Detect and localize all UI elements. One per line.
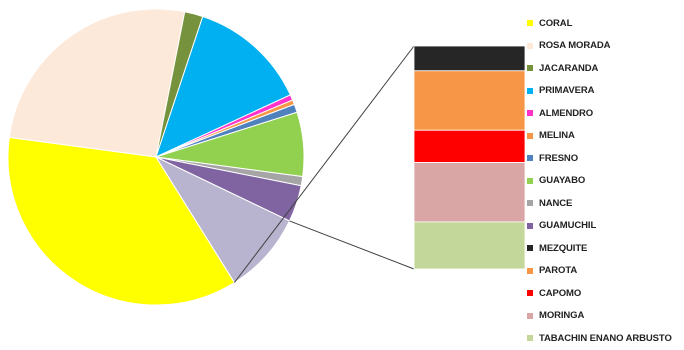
legend-label: ROSA MORADA bbox=[539, 40, 611, 52]
legend-label: MORINGA bbox=[539, 310, 585, 322]
bar-segment-moringa bbox=[413, 162, 526, 223]
legend-label: TABACHIN ENANO ARBUSTO bbox=[539, 332, 672, 344]
legend-swatch bbox=[527, 132, 533, 139]
pie bbox=[7, 8, 305, 306]
legend-item-nance: NANCE bbox=[527, 192, 684, 215]
legend-label: GUAYABO bbox=[539, 175, 586, 187]
legend-swatch bbox=[527, 312, 533, 319]
legend-item-capomo: CAPOMO bbox=[527, 282, 684, 305]
legend: CORAL ROSA MORADA JACARANDA PRIMAVERA ALMEND… bbox=[527, 12, 684, 350]
legend-swatch bbox=[527, 42, 533, 49]
legend-item-parota: PAROTA bbox=[527, 260, 684, 283]
pie-slice-primavera bbox=[155, 15, 292, 158]
pie-slice-rosa-morada bbox=[8, 8, 186, 158]
legend-swatch bbox=[527, 20, 533, 27]
legend-swatch bbox=[527, 65, 533, 72]
legend-item-coral: CORAL bbox=[527, 12, 684, 35]
bar-segment-tabachin-enano-arbusto bbox=[413, 221, 526, 270]
connector-line-bottom bbox=[289, 220, 415, 270]
legend-item-fresno: FRESNO bbox=[527, 147, 684, 170]
legend-label: CAPOMO bbox=[539, 287, 582, 299]
legend-label: PRIMAVERA bbox=[539, 85, 595, 97]
bar-segment-parota bbox=[413, 70, 526, 131]
legend-label: JACARANDA bbox=[539, 62, 599, 74]
legend-label: PAROTA bbox=[539, 265, 578, 277]
legend-label: MEZQUITE bbox=[539, 242, 588, 254]
legend-swatch bbox=[527, 290, 533, 297]
pie-slice-other-detail-bar bbox=[154, 155, 291, 284]
legend-label: ALMENDRO bbox=[539, 107, 594, 119]
connector-line-top bbox=[234, 45, 415, 283]
legend-item-guamuchil: GUAMUCHIL bbox=[527, 215, 684, 238]
legend-item-primavera: PRIMAVERA bbox=[527, 80, 684, 103]
legend-swatch bbox=[527, 335, 533, 342]
legend-label: MELINA bbox=[539, 130, 575, 142]
legend-swatch bbox=[527, 87, 533, 94]
bar-of-pie-chart bbox=[7, 8, 526, 306]
legend-swatch bbox=[527, 110, 533, 117]
legend-swatch bbox=[527, 267, 533, 274]
legend-item-rosa-morada: ROSA MORADA bbox=[527, 35, 684, 58]
legend-swatch bbox=[527, 222, 533, 229]
legend-item-jacaranda: JACARANDA bbox=[527, 57, 684, 80]
legend-item-tabachin-enano-arbusto: TABACHIN ENANO ARBUSTO bbox=[527, 327, 684, 350]
bar-segment-mezquite bbox=[413, 45, 526, 72]
legend-label: CORAL bbox=[539, 17, 573, 29]
legend-label: NANCE bbox=[539, 197, 573, 209]
legend-label: GUAMUCHIL bbox=[539, 220, 597, 232]
legend-swatch bbox=[527, 245, 533, 252]
legend-label: FRESNO bbox=[539, 152, 578, 164]
pie-slice-coral bbox=[7, 136, 236, 306]
legend-item-almendro: ALMENDRO bbox=[527, 102, 684, 125]
legend-item-guayabo: GUAYABO bbox=[527, 170, 684, 193]
legend-item-mezquite: MEZQUITE bbox=[527, 237, 684, 260]
bar-segment-capomo bbox=[413, 129, 526, 163]
connector-lines bbox=[234, 45, 415, 283]
legend-swatch bbox=[527, 200, 533, 207]
legend-swatch bbox=[527, 155, 533, 162]
legend-item-moringa: MORINGA bbox=[527, 305, 684, 328]
detail-bar bbox=[413, 45, 526, 270]
legend-item-melina: MELINA bbox=[527, 125, 684, 148]
legend-swatch bbox=[527, 177, 533, 184]
